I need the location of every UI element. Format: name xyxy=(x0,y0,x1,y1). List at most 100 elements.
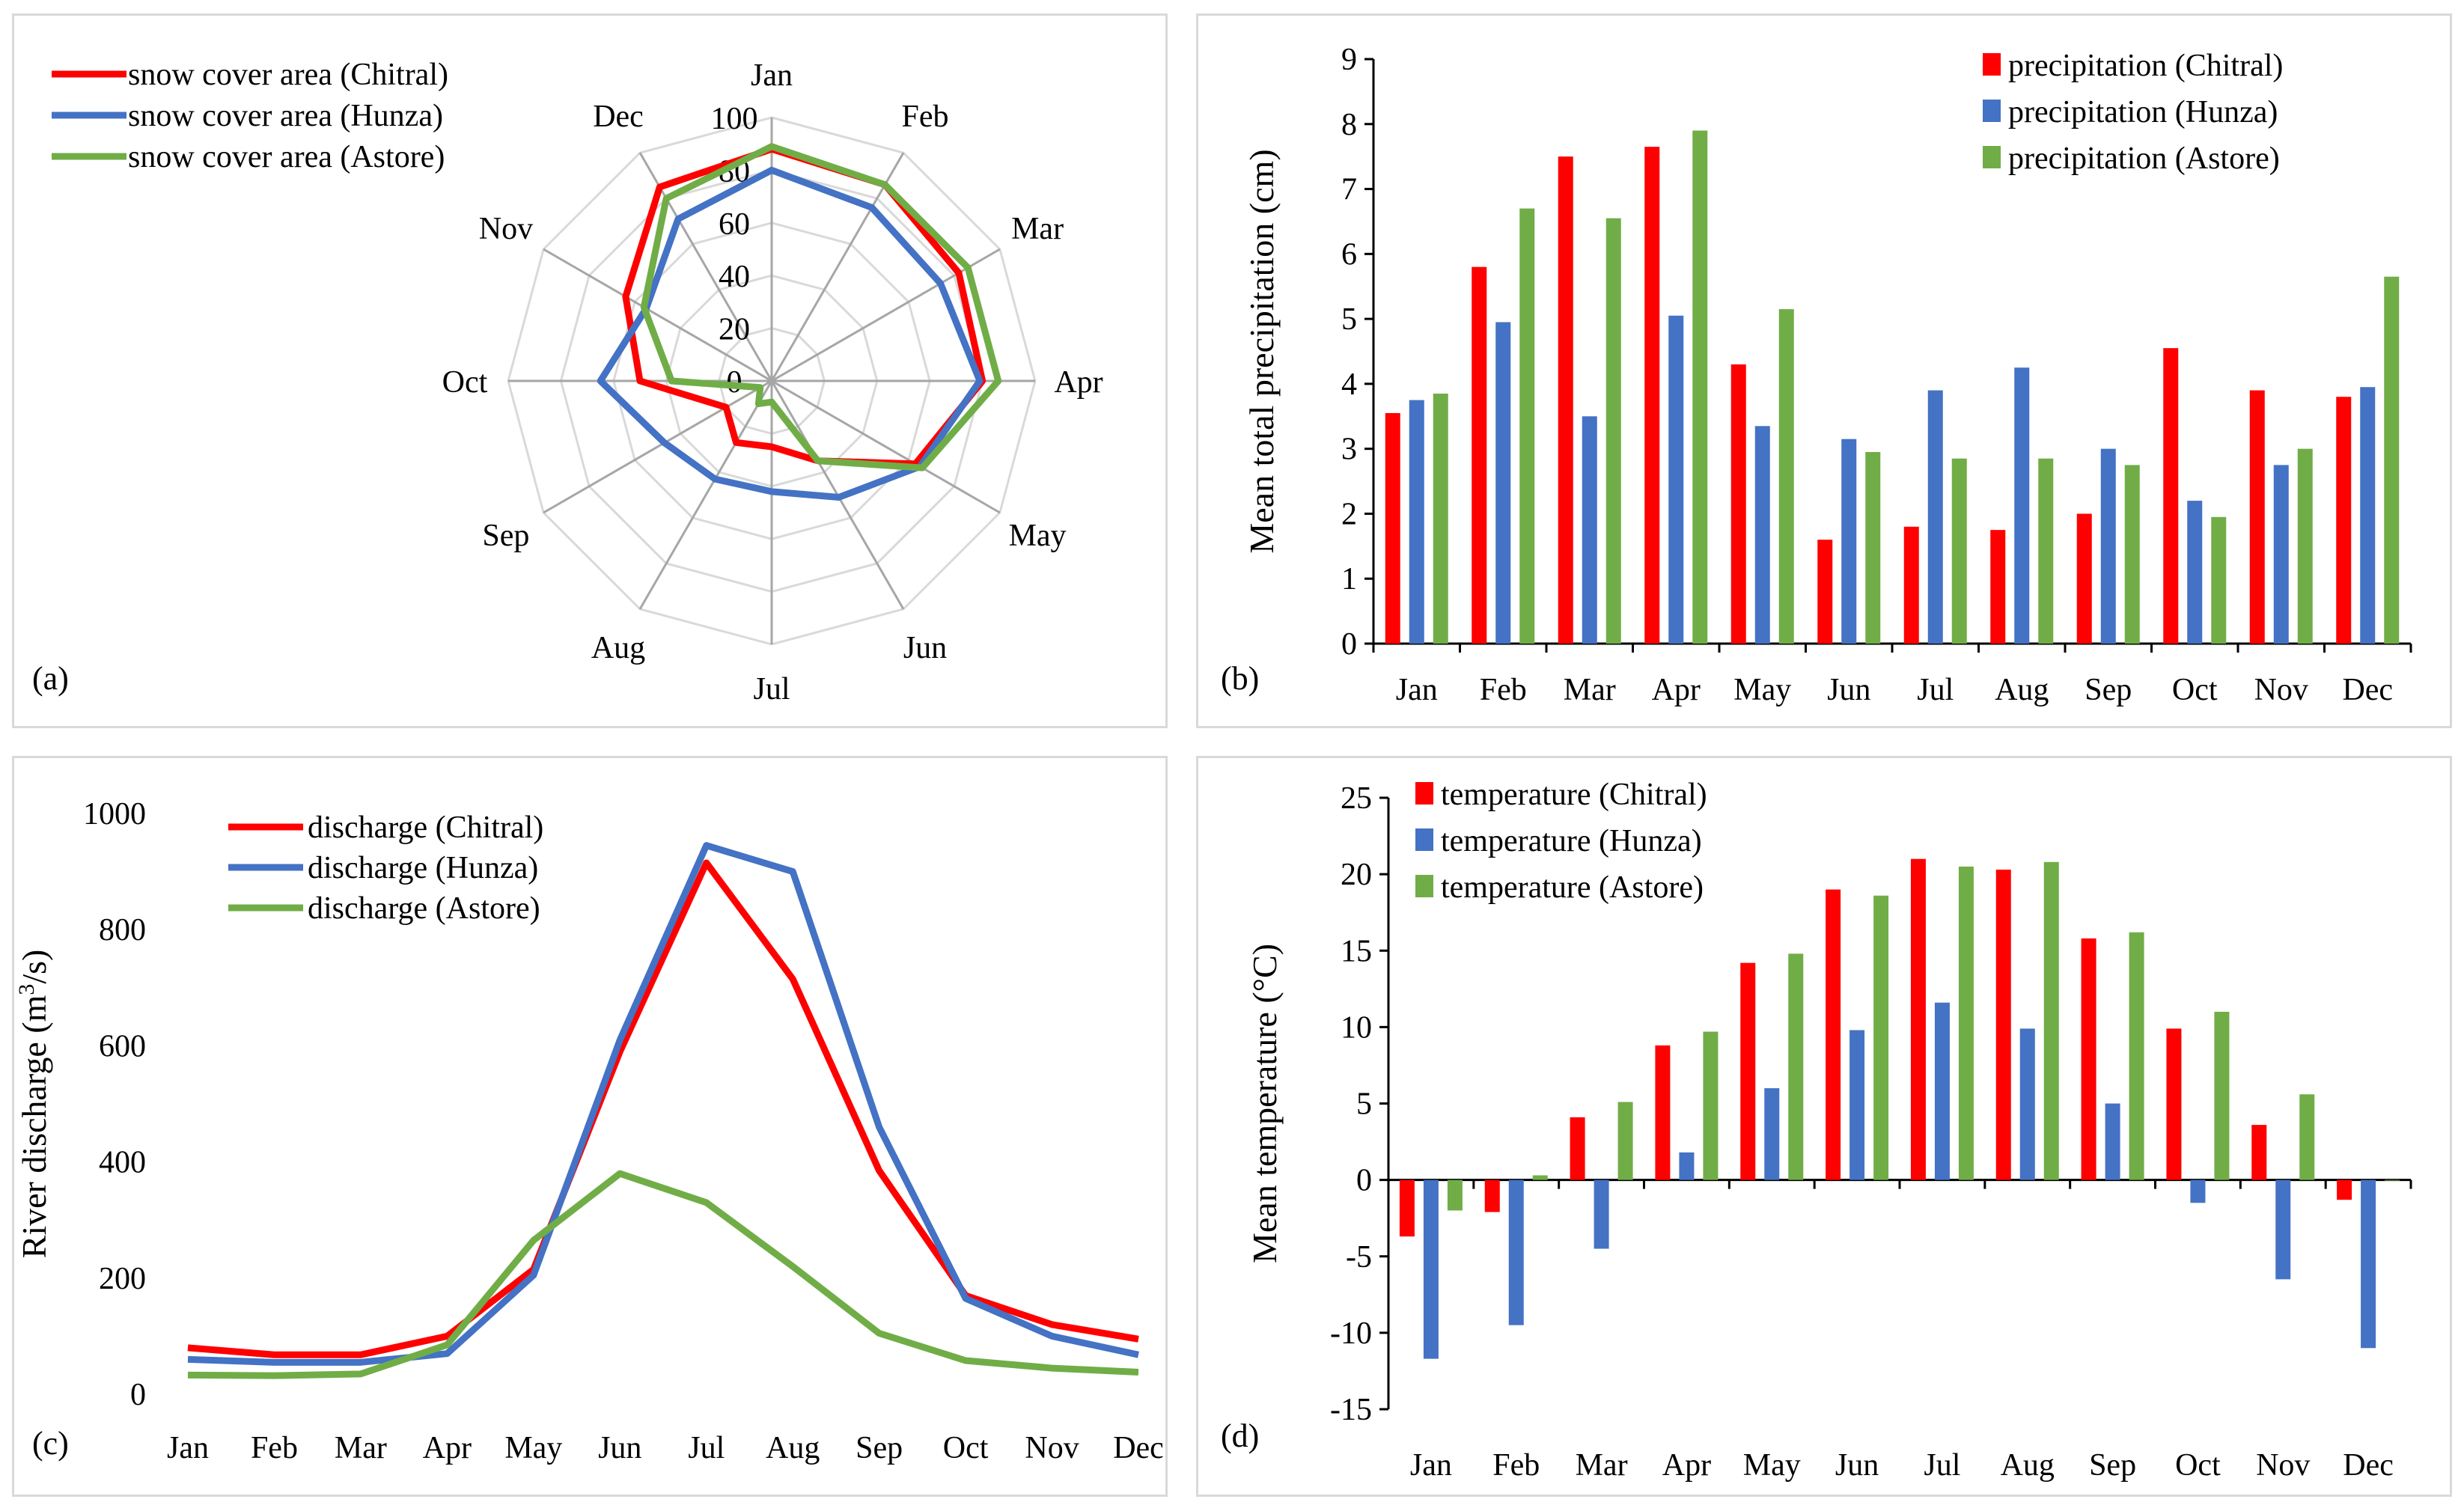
radar-category-label-jul: Jul xyxy=(753,672,790,706)
x-tick-label-apr: Apr xyxy=(1662,1448,1711,1483)
bar-precipitation-hunza-mar xyxy=(1582,416,1597,644)
x-tick-label-jan: Jan xyxy=(167,1431,209,1465)
legend-label-snow-cover-area-hunza: snow cover area (Hunza) xyxy=(128,99,443,133)
radar-chart: JanFebMarAprMayJunJulAugSepOctNovDec0204… xyxy=(32,58,1103,706)
bar-precipitation-chitral-jun xyxy=(1817,540,1833,644)
x-tick-label-mar: Mar xyxy=(335,1431,387,1465)
y-tick-label: -10 xyxy=(1330,1316,1372,1351)
bar-precipitation-chitral-oct xyxy=(2163,348,2179,644)
bar-temperature-astore-jul xyxy=(1958,866,1974,1180)
radar-category-label-aug: Aug xyxy=(591,631,645,665)
x-tick-label-jun: Jun xyxy=(1835,1448,1879,1483)
bar-precipitation-hunza-jul xyxy=(1927,390,1943,644)
x-tick-label-mar: Mar xyxy=(1576,1448,1628,1483)
bar-temperature-chitral-sep xyxy=(2081,938,2096,1180)
bar-precipitation-chitral-dec xyxy=(2336,397,2352,644)
x-tick-label-sep: Sep xyxy=(2089,1448,2136,1483)
x-tick-label-jul: Jul xyxy=(688,1431,725,1465)
bar-precipitation-chitral-jan xyxy=(1385,412,1400,644)
x-tick-label-aug: Aug xyxy=(1995,673,2049,707)
radar-spoke xyxy=(543,379,772,514)
x-tick-label-may: May xyxy=(1733,673,1791,707)
bar-temperature-chitral-apr xyxy=(1655,1045,1671,1180)
bar-temperature-astore-may xyxy=(1788,953,1804,1180)
y-tick-label: -15 xyxy=(1330,1393,1372,1427)
x-tick-label-aug: Aug xyxy=(2001,1448,2055,1483)
bar-precipitation-chitral-feb xyxy=(1472,266,1487,644)
radar-tick-label: 40 xyxy=(719,260,750,294)
bar-precipitation-hunza-sep xyxy=(2100,448,2116,644)
bar-precipitation-chitral-aug xyxy=(1990,530,2006,644)
radar-category-label-jan: Jan xyxy=(751,58,793,93)
bar-temperature-hunza-jun xyxy=(1849,1030,1865,1180)
x-tick-label-dec: Dec xyxy=(2343,1448,2394,1483)
precipitation-bar-chart: 0 1 2 3 4 5 6 7 8 9 Jan Feb Mar Apr May Jun Jul Aug Sep Oct… xyxy=(1221,43,2412,707)
radar-tick-label: 100 xyxy=(711,102,758,136)
y-tick-label: 0 xyxy=(1341,627,1357,662)
y-tick-label: 5 xyxy=(1356,1087,1372,1122)
y-tick-label: 1000 xyxy=(83,797,146,831)
bar-precipitation-hunza-aug xyxy=(2014,367,2030,644)
bar-temperature-astore-apr xyxy=(1703,1031,1719,1180)
y-tick-label: 15 xyxy=(1341,934,1372,968)
bar-temperature-astore-dec xyxy=(2385,1179,2400,1181)
bar-precipitation-chitral-nov xyxy=(2249,390,2265,644)
radar-series-snow-cover-area-chitral xyxy=(622,145,986,468)
temperature-bar-chart: -15 -10 -5 0 5 10 15 20 25 Jan Feb Mar Apr May Jun Jul A… xyxy=(1221,778,2412,1483)
radar-tick-label: 60 xyxy=(719,207,750,242)
legend-label-temperature-chitral: temperature (Chitral) xyxy=(1441,778,1707,812)
panel-label-b: (b) xyxy=(1221,660,1259,697)
panel-a-snow-cover-radar: Jan Feb Mar Apr May Jun Jul Aug Sep Oct Nov Dec 0 20 4… xyxy=(12,13,1168,728)
legend-label-precipitation-hunza: precipitation (Hunza) xyxy=(2008,95,2278,129)
legend-label-temperature-hunza: temperature (Hunza) xyxy=(1441,824,1702,858)
panel-d-temperature-bars: -15 -10 -5 0 5 10 15 20 25 Jan Feb Mar Apr May Jun Jul A… xyxy=(1196,756,2452,1497)
x-tick-label-feb: Feb xyxy=(1480,673,1527,707)
x-tick-label-jan: Jan xyxy=(1396,673,1438,707)
bar-precipitation-astore-oct xyxy=(2211,516,2227,644)
bar-temperature-chitral-dec xyxy=(2337,1179,2352,1200)
radar-series-snow-cover-area-astore xyxy=(640,143,1002,471)
bar-temperature-astore-feb xyxy=(1532,1175,1548,1180)
bar-temperature-hunza-sep xyxy=(2105,1103,2120,1180)
bar-precipitation-chitral-jul xyxy=(1903,526,1919,644)
x-tick-label-sep: Sep xyxy=(2085,673,2132,707)
x-tick-label-apr: Apr xyxy=(423,1431,472,1465)
y-tick-label: 0 xyxy=(130,1378,146,1412)
bar-precipitation-hunza-apr xyxy=(1668,315,1684,644)
bar-precipitation-astore-jan xyxy=(1433,393,1448,644)
radar-spoke xyxy=(771,248,1001,382)
x-tick-label-oct: Oct xyxy=(943,1431,989,1465)
y-tick-label: 7 xyxy=(1341,173,1357,207)
bar-temperature-hunza-dec xyxy=(2361,1179,2376,1349)
bar-temperature-chitral-may xyxy=(1740,962,1756,1180)
y-tick-label: 25 xyxy=(1341,781,1372,816)
bar-precipitation-chitral-apr xyxy=(1644,147,1660,644)
y-tick-label: 4 xyxy=(1341,367,1357,402)
y-axis-title: Mean temperature (°C) xyxy=(1245,944,1284,1263)
bar-precipitation-chitral-sep xyxy=(2076,513,2092,644)
bar-temperature-astore-jan xyxy=(1447,1179,1463,1211)
radar-category-label-sep: Sep xyxy=(482,519,529,553)
bar-temperature-hunza-apr xyxy=(1679,1152,1695,1180)
x-tick-label-aug: Aug xyxy=(766,1431,820,1465)
legend-label-snow-cover-area-astore: snow cover area (Astore) xyxy=(128,140,445,174)
bar-precipitation-hunza-jan xyxy=(1409,400,1424,644)
line-series-discharge-hunza xyxy=(187,842,1139,1366)
bar-temperature-chitral-jun xyxy=(1826,889,1841,1180)
x-tick-label-jan: Jan xyxy=(1410,1448,1452,1483)
x-tick-label-nov: Nov xyxy=(2254,673,2308,707)
legend-label-snow-cover-area-chitral: snow cover area (Chitral) xyxy=(128,58,448,92)
x-tick-label-oct: Oct xyxy=(2172,673,2218,707)
y-tick-label: 5 xyxy=(1341,302,1357,337)
radar-category-label-nov: Nov xyxy=(479,212,533,246)
bar-temperature-astore-aug xyxy=(2043,861,2059,1180)
x-tick-label-jun: Jun xyxy=(1827,673,1870,707)
bar-temperature-chitral-oct xyxy=(2166,1028,2182,1180)
bar-precipitation-hunza-nov xyxy=(2273,465,2289,644)
x-tick-label-may: May xyxy=(504,1431,562,1465)
radar-category-label-oct: Oct xyxy=(442,365,488,400)
bar-precipitation-astore-mar xyxy=(1605,218,1621,644)
radar-category-label-jun: Jun xyxy=(903,631,947,665)
radar-category-label-feb: Feb xyxy=(902,100,949,134)
radar-category-label-may: May xyxy=(1009,519,1067,553)
